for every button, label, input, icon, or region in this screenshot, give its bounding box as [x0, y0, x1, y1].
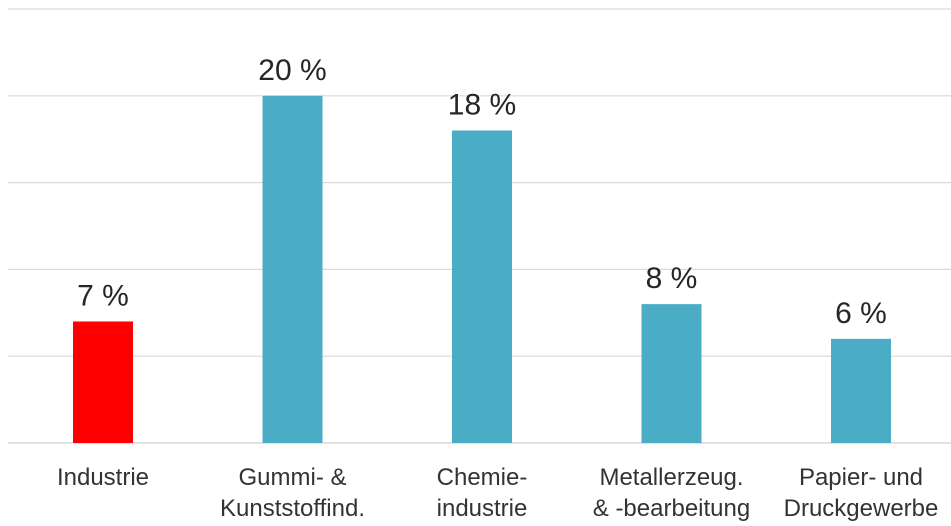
- data-label-3: 8 %: [646, 262, 698, 295]
- x-tick-label-2-line-1: industrie: [437, 495, 528, 522]
- x-tick-label-4-line-1: Druckgewerbe: [784, 495, 939, 522]
- data-labels: 7 % 20 % 18 % 8 % 6 %: [77, 54, 887, 330]
- bar-1: [262, 95, 323, 444]
- x-tick-label-1-line-0: Gummi- &: [239, 464, 347, 491]
- x-tick-label-2: Chemie-industrie: [437, 464, 528, 522]
- bar-3: [641, 304, 702, 443]
- data-label-2: 18 %: [448, 89, 516, 122]
- x-tick-label-4: Papier- und Druckgewerbe: [784, 464, 939, 522]
- bar-2: [452, 130, 512, 443]
- x-tick-label-3-line-0: Metallerzeug.: [599, 464, 743, 491]
- x-tick-label-3: Metallerzeug. & -bearbeitung: [593, 464, 750, 522]
- data-label-1: 20 %: [258, 54, 326, 87]
- x-tick-label-3-line-1: & -bearbeitung: [593, 495, 750, 522]
- bars: [73, 95, 891, 444]
- x-tick-label-1: Gummi- & Kunststoffind.: [220, 464, 365, 522]
- x-tick-label-0: Industrie: [57, 464, 149, 491]
- data-label-0: 7 %: [77, 279, 129, 312]
- bar-0: [73, 321, 133, 443]
- x-tick-label-4-line-0: Papier- und: [799, 464, 923, 491]
- x-tick-labels: Industrie Gummi- & Kunststoffind. Chemie-in…: [57, 464, 938, 522]
- x-tick-label-1-line-1: Kunststoffind.: [220, 495, 365, 522]
- bar-4: [831, 338, 891, 443]
- x-tick-label-0-line-0: Industrie: [57, 464, 149, 491]
- data-label-4: 6 %: [835, 297, 887, 330]
- x-tick-label-2-line-0: Chemie-: [437, 464, 528, 491]
